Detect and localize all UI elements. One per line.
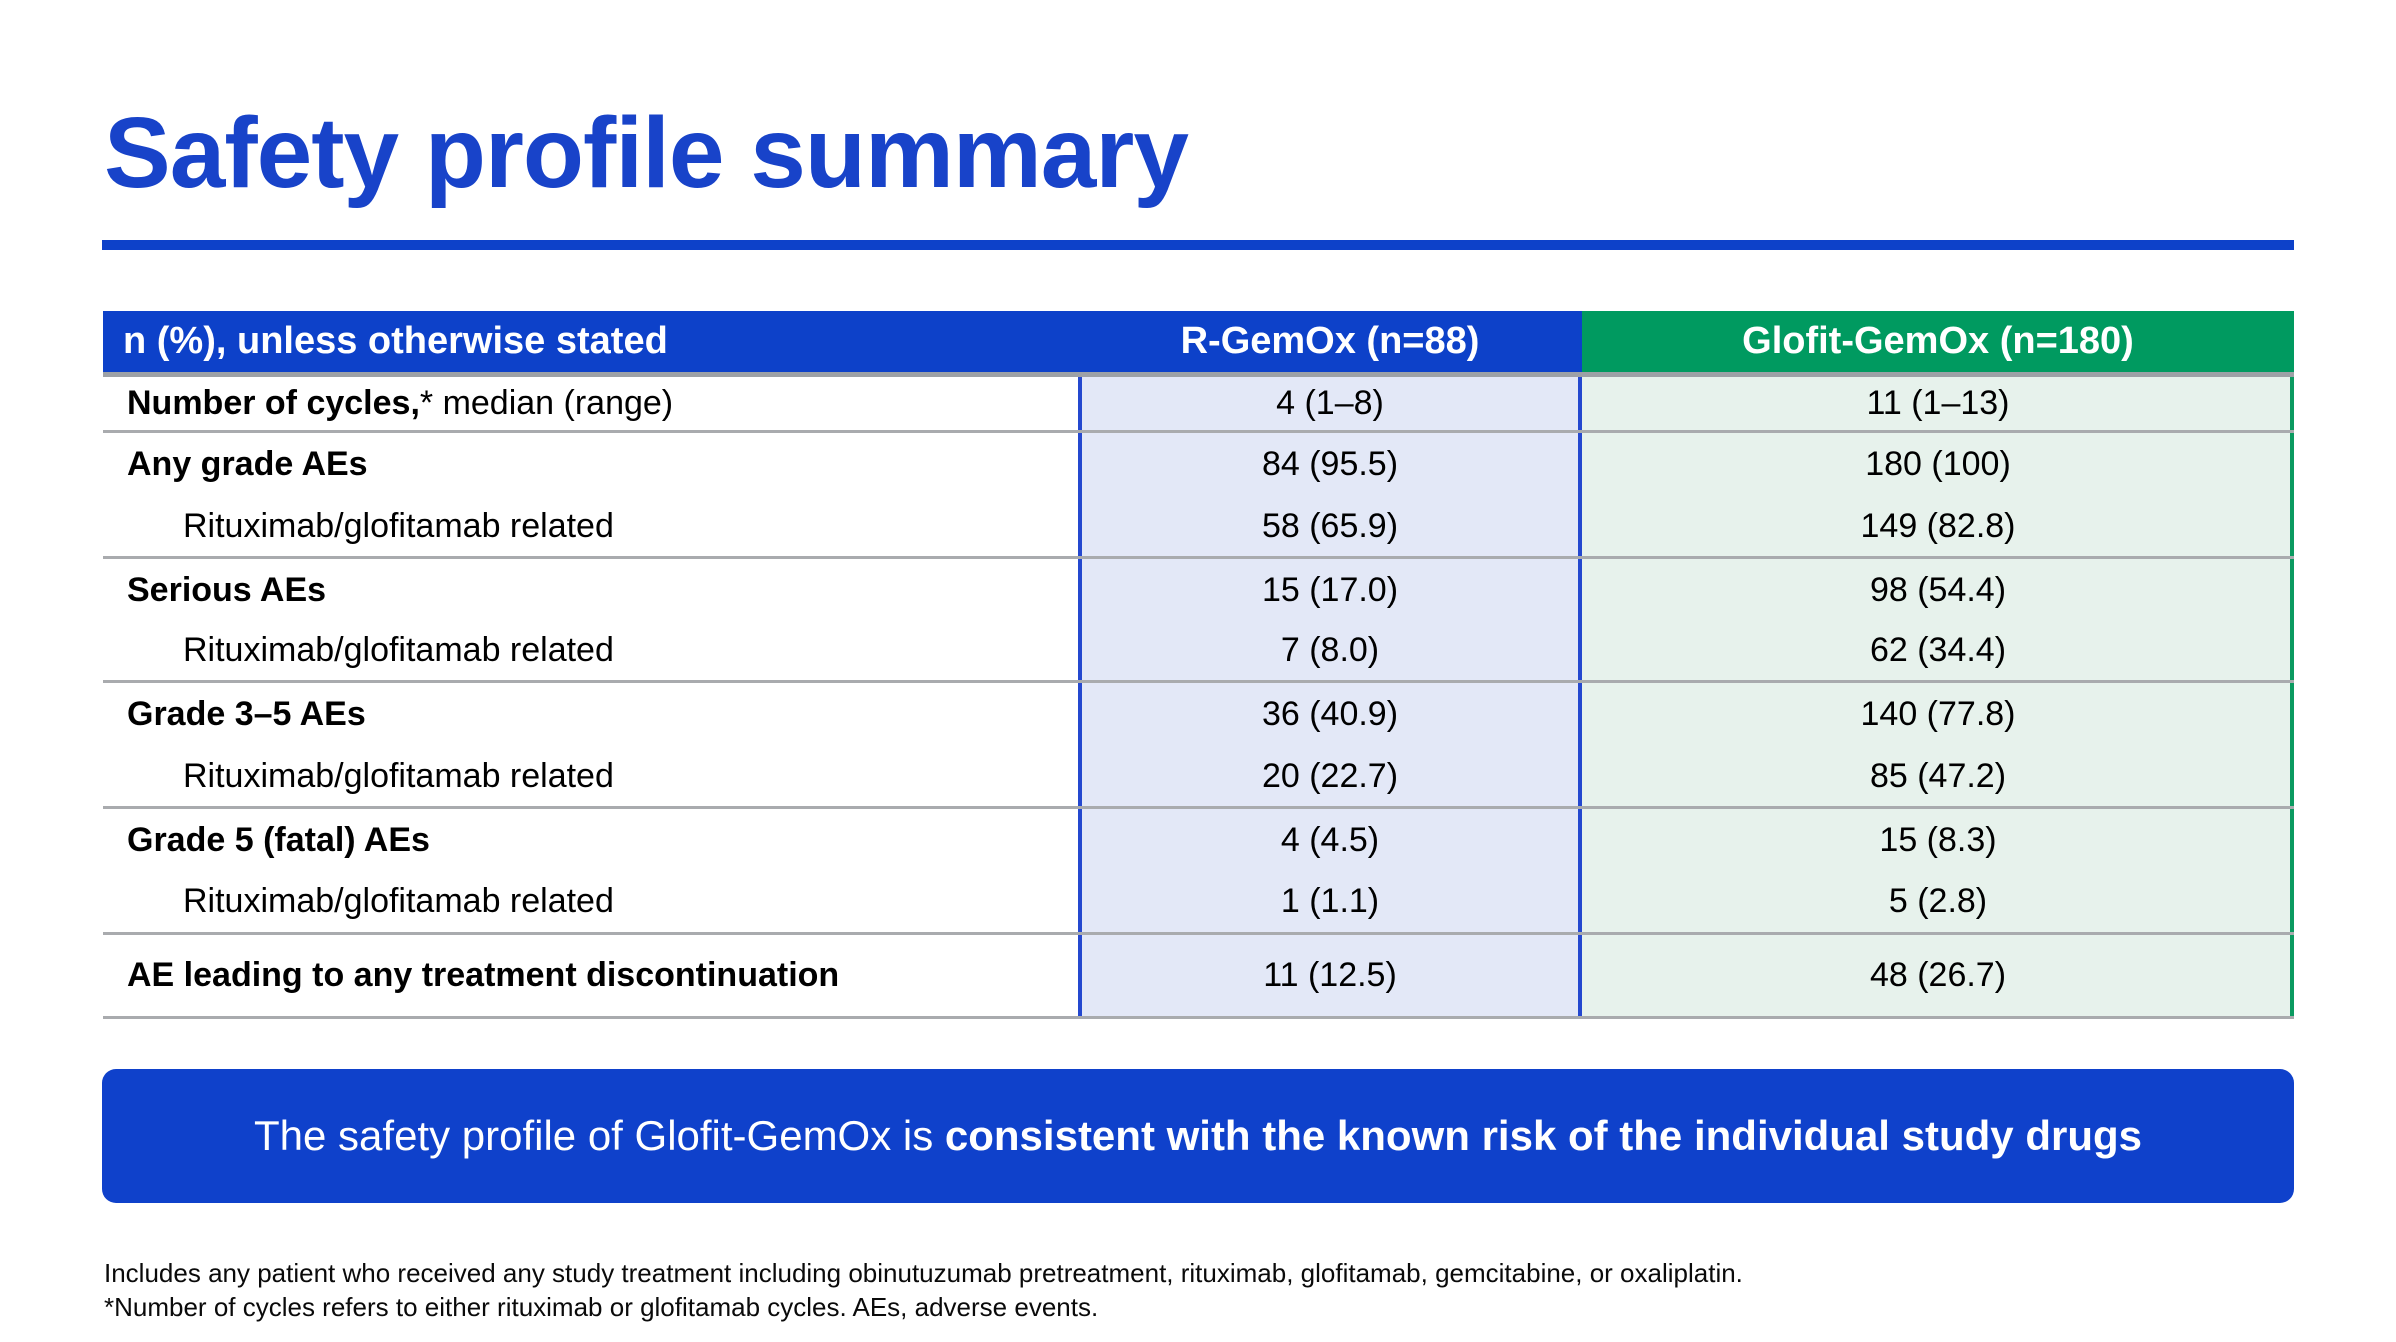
table-row: Rituximab/glofitamab related 1 (1.1) 5 (…: [103, 871, 2294, 935]
table-row: Rituximab/glofitamab related 58 (65.9) 1…: [103, 496, 2294, 559]
glofit-value: 149 (82.8): [1860, 506, 2016, 545]
table-row: Rituximab/glofitamab related 20 (22.7) 8…: [103, 746, 2294, 809]
glofit-value: 48 (26.7): [1869, 956, 2007, 994]
rgemox-value: 4 (4.5): [1280, 820, 1380, 859]
row-label: Grade 5 (fatal) AEs: [127, 820, 430, 859]
header-glofit-cell: Glofit-GemOx (n=180): [1582, 311, 2294, 372]
table-row: Number of cycles,* median (range) 4 (1–8…: [103, 377, 2294, 433]
row-sublabel: Rituximab/glofitamab related: [183, 756, 614, 795]
row-label: Number of cycles,* median (range): [127, 384, 674, 422]
table-body: Number of cycles,* median (range) 4 (1–8…: [103, 377, 2294, 1019]
rgemox-value: 20 (22.7): [1261, 756, 1399, 795]
table-row: Grade 3–5 AEs 36 (40.9) 140 (77.8): [103, 683, 2294, 746]
glofit-value: 98 (54.4): [1869, 570, 2007, 609]
rgemox-value: 58 (65.9): [1261, 506, 1399, 545]
table-row: Rituximab/glofitamab related 7 (8.0) 62 …: [103, 621, 2294, 683]
table-header-row: n (%), unless otherwise stated R-GemOx (…: [103, 311, 2294, 372]
table-row: Serious AEs 15 (17.0) 98 (54.4): [103, 559, 2294, 621]
glofit-value: 62 (34.4): [1869, 631, 2007, 669]
header-label-cell: n (%), unless otherwise stated: [123, 320, 668, 362]
rgemox-value: 7 (8.0): [1280, 631, 1380, 669]
rgemox-value: 11 (12.5): [1263, 956, 1397, 994]
header-shadow-line: [103, 372, 2294, 377]
rgemox-value: 15 (17.0): [1261, 570, 1399, 609]
title-underline: [102, 240, 2294, 250]
row-label: AE leading to any treatment discontinuat…: [127, 956, 840, 994]
footnote-line: *Number of cycles refers to either ritux…: [104, 1292, 1099, 1322]
row-label: Any grade AEs: [127, 445, 368, 483]
row-sublabel: Rituximab/glofitamab related: [183, 506, 614, 545]
rgemox-value: 84 (95.5): [1261, 445, 1399, 483]
table-header-blue-block: n (%), unless otherwise stated R-GemOx (…: [103, 311, 1582, 372]
conclusion-banner: The safety profile of Glofit-GemOx is co…: [102, 1069, 2294, 1203]
table-row: Grade 5 (fatal) AEs 4 (4.5) 15 (8.3): [103, 809, 2294, 871]
glofit-value: 85 (47.2): [1869, 756, 2007, 795]
glofit-value: 5 (2.8): [1888, 882, 1988, 920]
footnote-line: Includes any patient who received any st…: [104, 1258, 1743, 1288]
rgemox-value: 1 (1.1): [1280, 882, 1380, 920]
row-label: Grade 3–5 AEs: [127, 695, 366, 733]
footnotes: Includes any patient who received any st…: [104, 1256, 1743, 1324]
page-title: Safety profile summary: [104, 97, 1189, 209]
rgemox-column-background: [1078, 377, 1582, 1019]
glofit-column-background: [1582, 377, 2294, 1019]
glofit-value: 180 (100): [1865, 445, 2011, 483]
row-sublabel: Rituximab/glofitamab related: [183, 631, 614, 669]
glofit-value: 11 (1–13): [1866, 384, 2010, 422]
row-label: Serious AEs: [127, 570, 327, 609]
glofit-value: 15 (8.3): [1879, 820, 1997, 859]
header-rgemox-cell: R-GemOx (n=88): [1180, 320, 1480, 362]
table-row: AE leading to any treatment discontinuat…: [103, 935, 2294, 1019]
rgemox-value: 4 (1–8): [1276, 384, 1384, 422]
conclusion-text: The safety profile of Glofit-GemOx is co…: [254, 1112, 2142, 1159]
rgemox-value: 36 (40.9): [1261, 695, 1399, 733]
row-sublabel: Rituximab/glofitamab related: [183, 882, 614, 920]
glofit-value: 140 (77.8): [1860, 695, 2016, 733]
table-row: Any grade AEs 84 (95.5) 180 (100): [103, 433, 2294, 496]
safety-table: n (%), unless otherwise stated R-GemOx (…: [103, 311, 2294, 1019]
